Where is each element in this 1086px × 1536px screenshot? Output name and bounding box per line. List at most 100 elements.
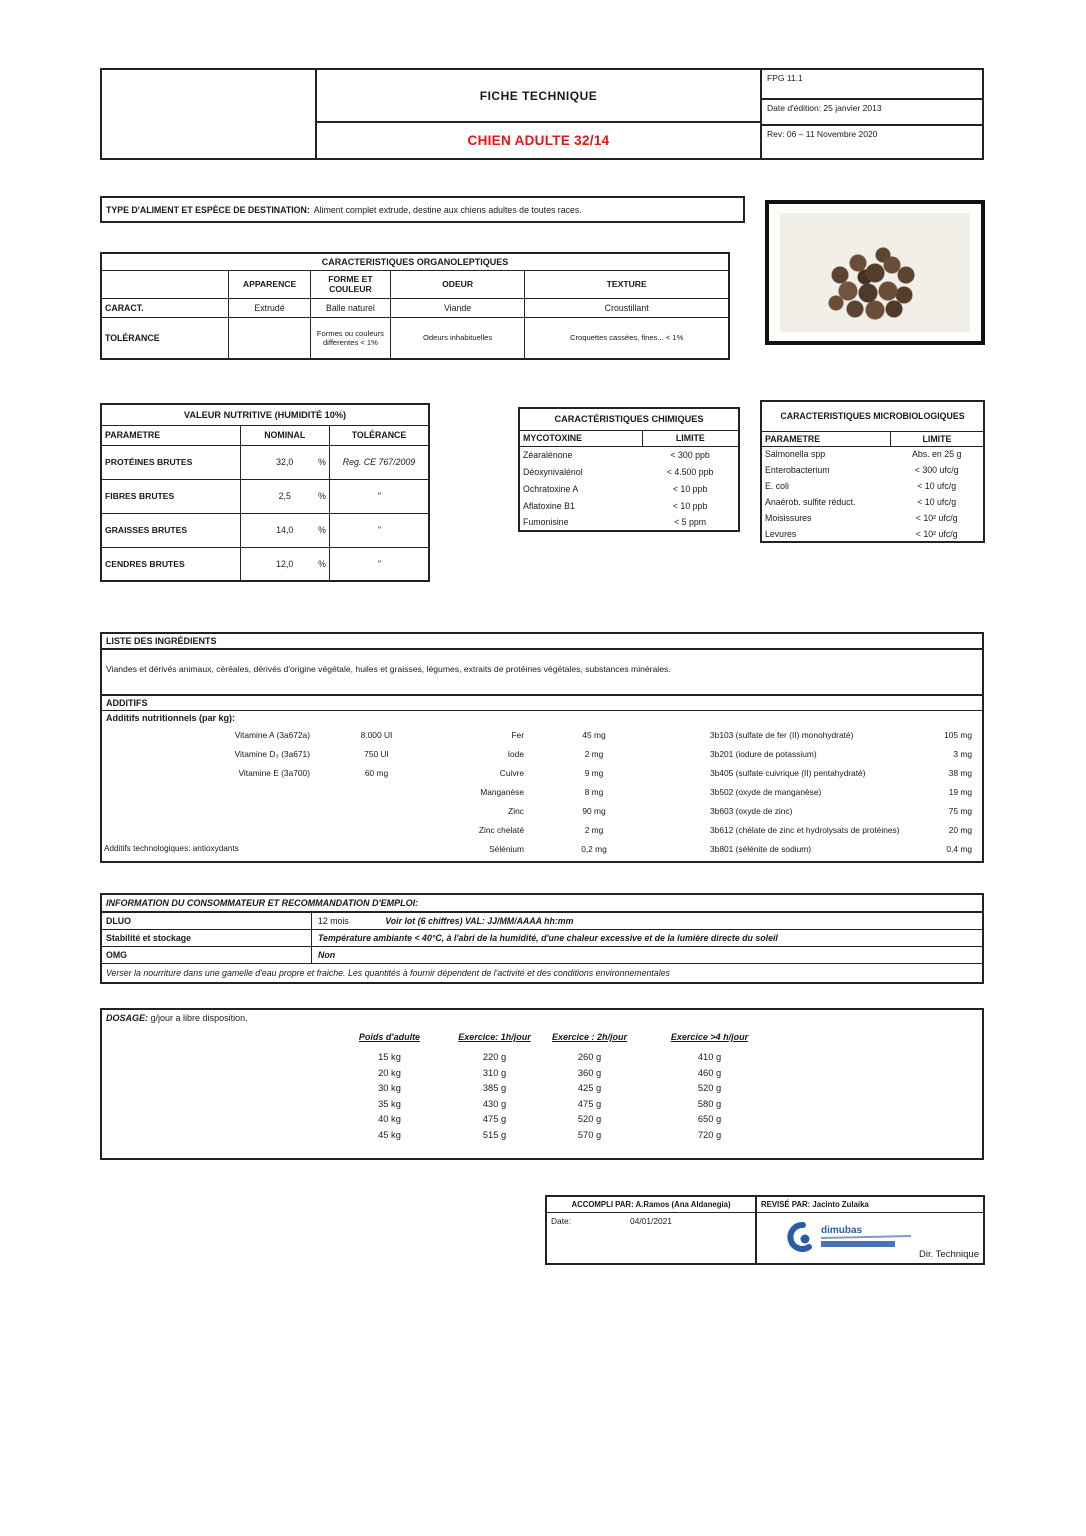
food-type-label: TYPE D'ALIMENT ET ESPÈCE DE DESTINATION:	[106, 204, 310, 215]
caract-odeur: Viande	[389, 297, 526, 318]
kibble-image	[780, 213, 970, 332]
additive-row: Zinc chelaté 2 mg 3b612 (chélate de zinc …	[478, 824, 972, 835]
omg-row: OMG Non	[102, 947, 982, 964]
nutrition-col-nominal: NOMINAL	[239, 424, 330, 446]
logo-placeholder-cell	[102, 70, 317, 158]
nutrition-row: CENDRES BRUTES 12,0% "	[100, 546, 430, 582]
microbiological-table: CARACTERISTIQUES MICROBIOLOGIQUES PARAME…	[760, 400, 985, 543]
nutrition-row: GRAISSES BRUTES 14,0% "	[100, 512, 430, 548]
food-type-box: TYPE D'ALIMENT ET ESPÈCE DE DESTINATION:…	[100, 196, 745, 223]
dosage-sublabel: g/jour a libre disposition.	[150, 1013, 248, 1023]
microbio-row: Anaérob. sulfite réduct. < 10 ufc/g	[765, 497, 957, 507]
accompli-par: ACCOMPLI PAR: A.Ramos (Ana Aldanegia)	[547, 1197, 757, 1212]
caract-texture: Croustillant	[524, 297, 730, 318]
caract-apparence: Extrudé	[228, 297, 311, 318]
dosage-col-weight: Poids d'adulte	[358, 1032, 421, 1042]
additive-row: Zinc 90 mg 3b603 (oxyde de zinc) 75 mg	[508, 805, 972, 816]
col-texture: TEXTURE	[524, 269, 730, 299]
signature-role: Dir. Technique	[918, 1249, 979, 1260]
nutrition-row: FIBRES BRUTES 2,5% "	[100, 478, 430, 514]
microbio-col-parametre: PARAMETRE	[760, 430, 891, 447]
dosage-table: Poids d'adulte Exercice: 1h/jour Exercic…	[332, 1032, 982, 1145]
company-stamp-logo: dimubas	[787, 1222, 912, 1252]
document-header: FICHE TECHNIQUE CHIEN ADULTE 32/14 FPG 1…	[100, 68, 984, 160]
microbio-row: Enterobacterium < 300 ufc/g	[765, 465, 959, 475]
additive-row: Vitamine A (3a672a) 8.000 UI Fer 45 mg 3b1…	[234, 729, 972, 740]
nutrition-col-tolerance: TOLÉRANCE	[328, 424, 430, 446]
stamp-text: dimubas	[821, 1225, 863, 1236]
microbio-title: CARACTERISTIQUES MICROBIOLOGIQUES	[760, 400, 985, 432]
product-photo	[765, 200, 985, 345]
nutrition-title: VALEUR NUTRITIVE (HUMIDITÉ 10%)	[100, 403, 430, 426]
additive-row: Vitamine D₃ (3a671) 750 UI Iode 2 mg 3b201…	[234, 748, 972, 759]
nominal-value: 14,0	[276, 525, 294, 535]
tolerance-value: "	[328, 512, 430, 548]
dosage-section: DOSAGE: g/jour a libre disposition. Poid…	[100, 1008, 984, 1160]
ingredients-text: Viandes et dérivés animaux, céréales, dé…	[102, 650, 982, 696]
dosage-col-2h: Exercice : 2h/jour	[551, 1032, 628, 1042]
additive-row: Additifs technologiques: antioxydants Sé…	[104, 843, 972, 854]
caract-forme: Balle naturel	[310, 297, 391, 318]
chemical-row: Déoxynivalénol < 4.500 ppb	[523, 466, 714, 477]
tolerance-odeur: Odeurs inhabituelles	[389, 316, 526, 360]
omg-value: Non	[318, 950, 336, 960]
chemical-row: Aflatoxine B1 < 10 ppb	[523, 500, 708, 511]
organoleptic-table: CARACTERISTIQUES ORGANOLEPTIQUES APPAREN…	[100, 252, 730, 360]
additive-row: Vitamine E (3a700) 60 mg Cuivre 9 mg 3b405…	[238, 767, 972, 778]
dosage-col-1h: Exercice: 1h/jour	[458, 1032, 531, 1042]
stability-value: Température ambiante < 40°C, à l'abri de…	[318, 933, 778, 943]
food-type-value: Aliment complet extrude, destine aux chi…	[313, 204, 582, 215]
nominal-unit: %	[318, 491, 326, 501]
technological-additives: Additifs technologiques: antioxydants	[104, 844, 239, 853]
additives-title: ADDITIFS	[102, 696, 982, 711]
dosage-label: DOSAGE:	[106, 1013, 149, 1023]
additive-row: Manganèse 8 mg 3b502 (oxyde de manganèse)…	[480, 786, 972, 797]
microbio-row: Levures < 10² ufc/g	[765, 528, 958, 539]
edition-date: Date d'édition: 25 janvier 2013	[762, 100, 982, 126]
usage-note: Verser la nourriture dans une gamelle d'…	[106, 968, 670, 978]
nominal-unit: %	[318, 558, 326, 569]
dluo-lot-info: Voir lot (6 chiffres) VAL: JJ/MM/AAAA hh…	[385, 916, 574, 926]
tolerance-texture: Croquettes cassées, fines... < 1%	[524, 316, 730, 360]
ingredients-section: LISTE DES INGRÉDIENTS Viandes et dérivés…	[100, 632, 984, 863]
chemical-col-limite: LIMITE	[641, 429, 740, 447]
dosage-col-4h: Exercice >4 h/jour	[670, 1032, 749, 1042]
tolerance-apparence	[228, 316, 311, 360]
chemical-col-mycotoxine: MYCOTOXINE	[518, 429, 643, 447]
product-name: CHIEN ADULTE 32/14	[467, 133, 610, 148]
tolerance-value: "	[328, 546, 430, 582]
nutrition-table: VALEUR NUTRITIVE (HUMIDITÉ 10%) PARAMETR…	[100, 403, 430, 582]
document-title: FICHE TECHNIQUE	[317, 70, 760, 123]
date-label: Date:	[551, 1216, 572, 1226]
chemical-row: Zéaralénone < 300 ppb	[523, 449, 710, 460]
consumer-info-title: INFORMATION DU CONSOMMATEUR ET RECOMMAND…	[102, 895, 982, 913]
revision: Rev: 06 – 11 Novembre 2020	[767, 129, 878, 139]
microbio-row: E. coli < 10 ufc/g	[765, 481, 957, 491]
nominal-unit: %	[318, 525, 326, 535]
chemical-table: CARACTÉRISTIQUES CHIMIQUES MYCOTOXINE LI…	[518, 407, 740, 532]
nominal-value: 12,0	[276, 558, 294, 569]
tolerance-forme: Formes ou couleurs differentes < 1%	[310, 316, 391, 360]
approval-section: ACCOMPLI PAR: A.Ramos (Ana Aldanegia) RE…	[545, 1195, 985, 1265]
nutrition-row: PROTÉINES BRUTES 32,0% Reg. CE 767/2009	[100, 444, 430, 480]
col-empty	[100, 269, 230, 299]
microbio-row: Moisissures < 10² ufc/g	[765, 513, 958, 523]
tolerance-value: Reg. CE 767/2009	[328, 444, 430, 480]
nominal-value: 32,0	[276, 457, 294, 467]
chemical-row: Fumonisine < 5 ppm	[523, 517, 707, 527]
col-forme-couleur: FORME ET COULEUR	[310, 269, 391, 299]
consumer-info-section: INFORMATION DU CONSOMMATEUR ET RECOMMAND…	[100, 893, 984, 984]
chemical-row: Ochratoxine A < 10 ppb	[523, 483, 708, 494]
document-code: FPG 11.1	[762, 70, 982, 100]
microbio-row: Salmonella spp Abs. en 25 g	[765, 449, 962, 460]
date-value: 04/01/2021	[630, 1216, 672, 1226]
tolerance-value: "	[328, 478, 430, 514]
row-caract-label: CARACT.	[100, 297, 230, 318]
additives-rows: Vitamine A (3a672a) 8.000 UI Fer 45 mg 3b1…	[102, 725, 982, 861]
nominal-unit: %	[318, 457, 326, 467]
col-apparence: APPARENCE	[228, 269, 311, 299]
nutrition-col-param: PARAMETRE	[100, 424, 241, 446]
organoleptic-title: CARACTERISTIQUES ORGANOLEPTIQUES	[100, 252, 730, 271]
col-odeur: ODEUR	[389, 269, 526, 299]
